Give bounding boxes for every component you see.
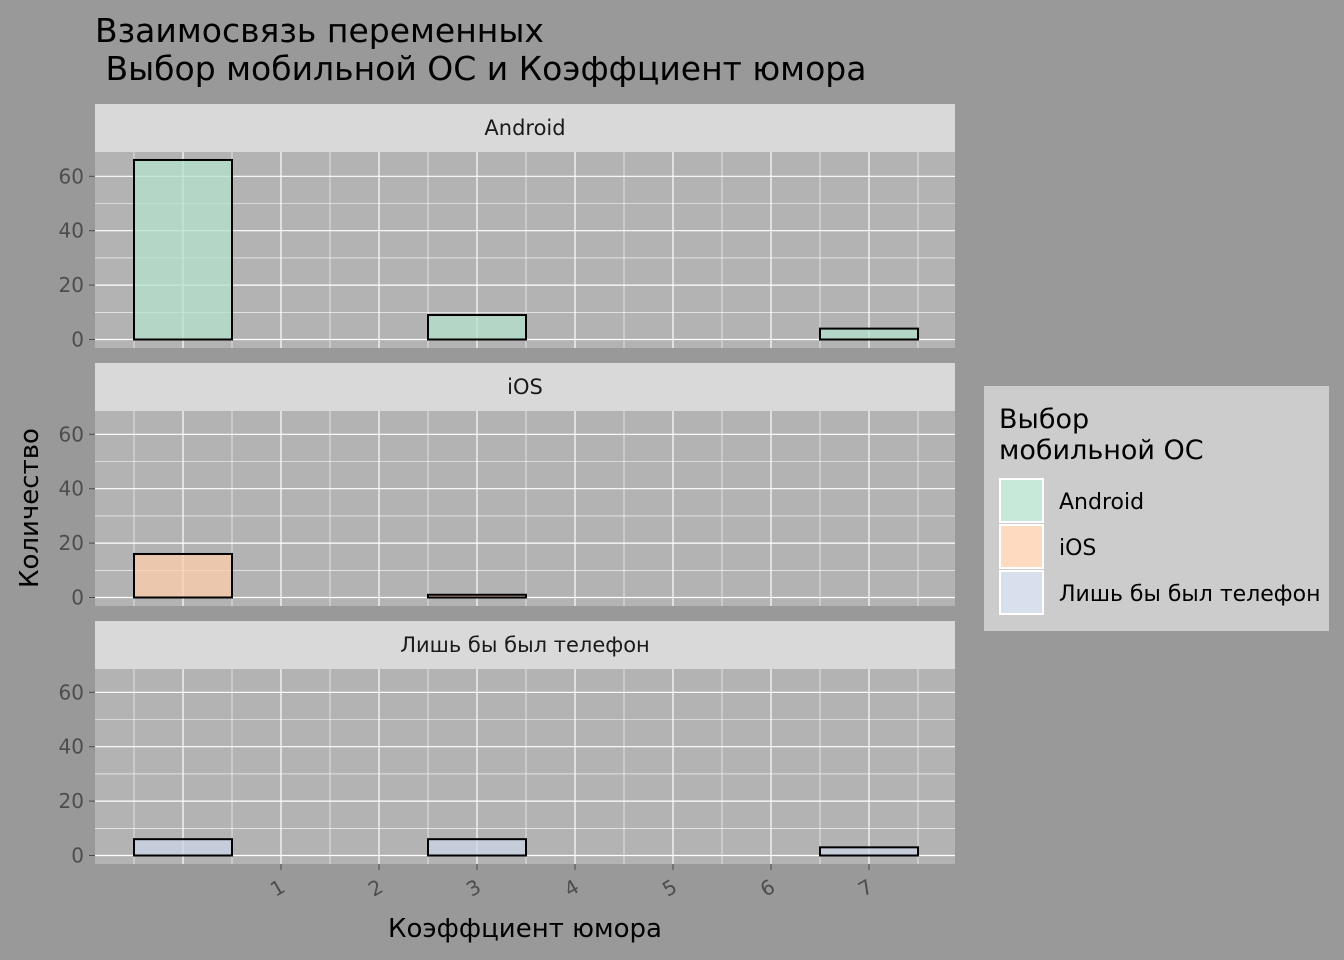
bar	[819, 327, 919, 341]
y-tick-label: 40	[59, 219, 84, 243]
legend-key	[1001, 572, 1042, 613]
facet-strip-label: iOS	[507, 375, 543, 399]
y-axis-title: Количество	[15, 428, 45, 588]
y-tick-label: 20	[59, 531, 84, 555]
y-tick-label: 0	[71, 328, 84, 352]
facet-panel: Лишь бы был телефон 0 20 40 60	[59, 621, 955, 868]
y-tick-label: 60	[59, 680, 84, 704]
y-tick-label: 20	[59, 789, 84, 813]
bar	[427, 314, 527, 341]
legend-entry-label: Android	[1059, 490, 1144, 515]
legend-key	[1001, 480, 1042, 521]
panel-background	[95, 411, 955, 606]
y-tick-label: 40	[59, 735, 84, 759]
facet-panel: Android 0 20 40 60	[59, 104, 955, 352]
legend-entry-label: iOS	[1059, 536, 1096, 561]
x-tick-label: 7	[854, 874, 877, 901]
legend-key	[1001, 526, 1042, 567]
y-tick-label: 60	[59, 422, 84, 446]
x-tick-label: 1	[266, 874, 289, 901]
y-tick-label: 40	[59, 477, 84, 501]
chart-title-line1: Взаимосвязь переменных	[95, 11, 544, 50]
bar	[133, 552, 233, 599]
bar	[133, 838, 233, 857]
x-axis: 1 2 3 4 5 6 7	[266, 864, 877, 902]
x-tick-label: 5	[658, 874, 681, 901]
y-tick-label: 20	[59, 273, 84, 297]
legend-title-line2: мобильной ОС	[999, 435, 1204, 466]
x-tick-label: 2	[364, 874, 387, 901]
y-tick-label: 0	[71, 586, 84, 610]
facet-strip-label: Android	[484, 116, 565, 140]
bar	[427, 838, 527, 857]
legend-entry-label: Лишь бы был телефон	[1059, 582, 1320, 607]
x-tick-label: 6	[756, 874, 779, 901]
bar	[819, 846, 919, 857]
facet-strip	[95, 363, 955, 411]
x-axis-title: Коэффциент юмора	[388, 914, 662, 944]
x-tick-label: 3	[462, 874, 485, 901]
x-tick-label: 4	[560, 874, 583, 901]
bar	[427, 593, 527, 599]
facet-panel: iOS 0 20 40 60	[59, 363, 955, 610]
panel-background	[95, 669, 955, 864]
chart-title-line2: Выбор мобильной ОС и Коэффциент юмора	[95, 49, 866, 88]
y-tick-label: 60	[59, 164, 84, 188]
facet-strip	[95, 104, 955, 152]
legend-title-line1: Выбор	[999, 404, 1089, 435]
facet-strip	[95, 621, 955, 669]
facet-strip-label: Лишь бы был телефон	[400, 633, 650, 657]
bar	[133, 158, 233, 341]
y-tick-label: 0	[71, 844, 84, 868]
